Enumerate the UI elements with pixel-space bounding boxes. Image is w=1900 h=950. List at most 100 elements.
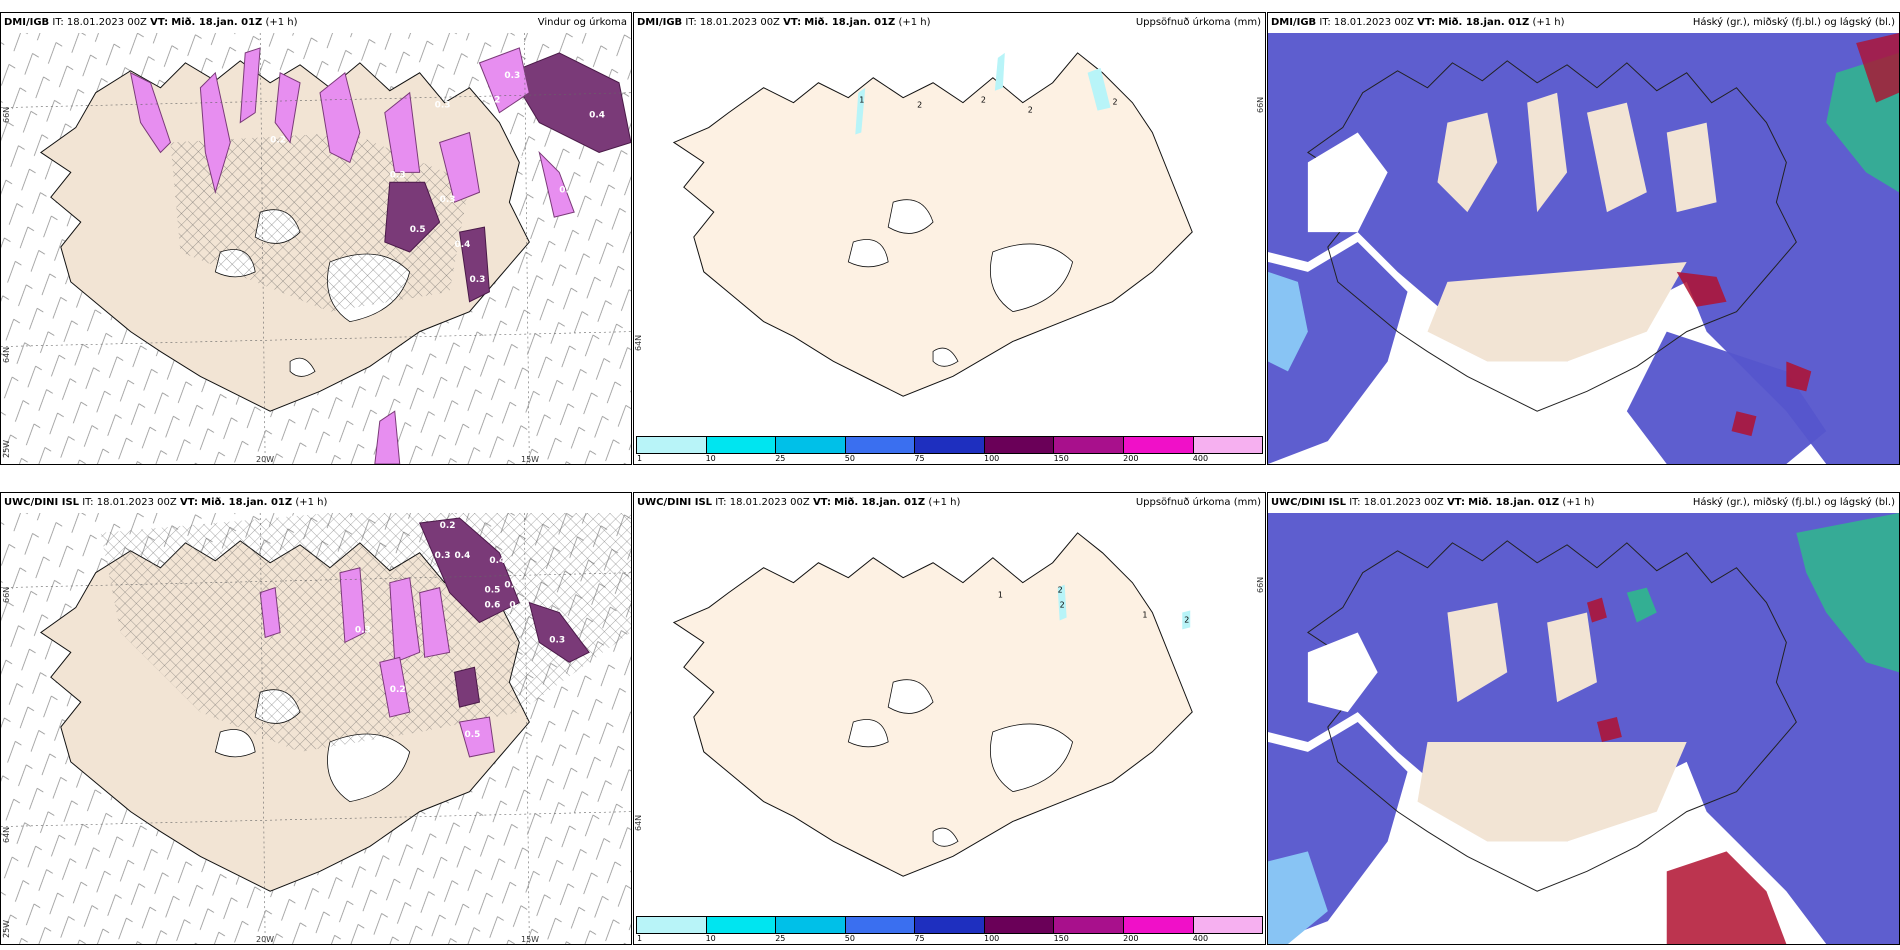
map-wind-precip: 0.3 0.4 0.2 0.3 0.2 0.3 0.2 0.3 0.5 0.3 …: [1, 33, 631, 464]
contour-label: 0.3: [470, 275, 486, 285]
colorbar-tick: 400: [1192, 454, 1209, 463]
panel-header: UWC/DINI ISL IT: 18.01.2023 00Z VT: Mið.…: [4, 497, 328, 508]
colorbar-swatch: [845, 917, 916, 933]
contour-label: 1: [998, 591, 1003, 600]
contour-label: 0.3: [390, 170, 406, 180]
colorbar-swatch: [845, 437, 916, 453]
lon-label-25: 25W: [2, 439, 11, 458]
panel-wind-precip-uwc: UWC/DINI ISL IT: 18.01.2023 00Z VT: Mið.…: [0, 492, 632, 945]
init-time: 18.01.2023 00Z: [66, 17, 147, 28]
contour-label: 0.2: [519, 150, 535, 160]
colorbar-tick: 100: [983, 934, 1000, 943]
colorbar-tick: 25: [775, 454, 786, 463]
lat-label-64: 64N: [2, 826, 11, 843]
map-area: 1 2 2 2 2 66N 64N: [634, 33, 1265, 432]
panel-title: Uppsöfnuð úrkoma (mm): [1135, 17, 1261, 28]
contour-label: 0.3: [435, 551, 451, 561]
valid-time: Mið. 18.jan. 01Z: [171, 17, 263, 28]
lat-label-66: 66N: [1256, 96, 1265, 113]
colorbar-swatch: [1123, 917, 1194, 933]
colorbar-swatch: [984, 917, 1055, 933]
lat-label-66: 66N: [1256, 576, 1265, 593]
colorbar: 1 10 25 50 75 100 150 200 400: [636, 436, 1263, 464]
colorbar-swatches: [636, 916, 1263, 934]
contour-label: 0.2: [440, 521, 456, 531]
map-area: 0.3 0.4 0.2 0.3 0.2 0.3 0.2 0.3 0.5 0.3 …: [1, 33, 631, 464]
model-name: UWC/DINI ISL: [637, 497, 713, 508]
lead-time: (+1 h): [1532, 17, 1565, 28]
colorbar-swatch: [1193, 437, 1263, 453]
contour-label: 0.3: [549, 635, 565, 645]
colorbar-tick: 25: [775, 934, 786, 943]
panel-title: Háský (gr.), miðský (fj.bl.) og lágský (…: [1692, 497, 1895, 508]
panel-header: UWC/DINI ISL IT: 18.01.2023 00Z VT: Mið.…: [634, 493, 1265, 513]
colorbar-ticks: 1 10 25 50 75 100 150 200 400: [636, 934, 1263, 944]
colorbar-tick: 100: [983, 454, 1000, 463]
colorbar-tick: 200: [1123, 934, 1139, 943]
lat-label-64: 64N: [2, 346, 11, 363]
colorbar-tick: 50: [844, 454, 855, 463]
lat-label-64: 64N: [634, 814, 643, 831]
colorbar-swatch: [776, 917, 846, 933]
init-time: 18.01.2023 00Z: [96, 497, 177, 508]
panel-clouds-dmi: DMI/IGB IT: 18.01.2023 00Z VT: Mið. 18.j…: [1267, 12, 1900, 465]
contour-label: 0.4: [489, 556, 505, 566]
panel-wind-precip-dmi: DMI/IGB IT: 18.01.2023 00Z VT: Mið. 18.j…: [0, 12, 632, 465]
map-area: 1 2 2 1 2 66N 64N: [634, 513, 1265, 912]
colorbar-swatch: [1123, 437, 1194, 453]
panel-title: Vindur og úrkoma: [537, 17, 627, 28]
lead-time: (+1 h): [295, 497, 328, 508]
colorbar-swatch: [706, 437, 777, 453]
contour-label: 0.4: [455, 240, 471, 250]
lat-label-66: 66N: [2, 106, 11, 123]
panel-header: DMI/IGB IT: 18.01.2023 00Z VT: Mið. 18.j…: [1, 13, 631, 33]
contour-label: 0.3: [504, 71, 520, 81]
contour-label: 2: [917, 101, 922, 110]
map-accum-precip: 1 2 2 2 2: [672, 52, 1193, 397]
colorbar-ticks: 1 10 25 50 75 100 150 200 400: [636, 454, 1263, 464]
colorbar-tick: 150: [1053, 454, 1069, 463]
lon-label-25: 25W: [2, 919, 11, 938]
lead-time: (+1 h): [898, 17, 931, 28]
panel-header: UWC/DINI ISL IT: 18.01.2023 00Z VT: Mið.…: [1268, 493, 1899, 513]
colorbar-swatch: [637, 917, 707, 933]
model-name: DMI/IGB: [4, 17, 50, 28]
model-name: DMI/IGB: [637, 17, 683, 28]
colorbar-swatch: [984, 437, 1055, 453]
contour-label: 0.4: [589, 111, 605, 121]
contour-label: 2: [981, 96, 986, 105]
map-area: [1268, 513, 1899, 944]
lon-label-15: 15W: [521, 455, 540, 464]
colorbar-tick: 200: [1123, 454, 1139, 463]
colorbar-tick: 400: [1192, 934, 1209, 943]
contour-label: 2: [1028, 106, 1033, 115]
lat-label-64: 64N: [634, 334, 643, 351]
colorbar-tick: 10: [705, 934, 716, 943]
panel-title: Uppsöfnuð úrkoma (mm): [1135, 497, 1261, 508]
colorbar-swatch: [637, 437, 707, 453]
contour-label: 0.3: [440, 195, 456, 205]
colorbar-swatch: [915, 917, 985, 933]
contour-label: 0.3: [559, 185, 575, 195]
map-clouds: [1268, 33, 1899, 464]
model-name: DMI/IGB: [1271, 17, 1317, 28]
panel-header: DMI/IGB IT: 18.01.2023 00Z VT: Mið. 18.j…: [1268, 13, 1899, 33]
panel-clouds-uwc: UWC/DINI ISL IT: 18.01.2023 00Z VT: Mið.…: [1267, 492, 1900, 945]
lon-label-20: 20W: [256, 455, 275, 464]
colorbar-tick: 1: [637, 934, 643, 943]
contour-label: 1: [1142, 610, 1147, 619]
lead-time: (+1 h): [928, 497, 961, 508]
colorbar-tick: 75: [914, 454, 925, 463]
init-time: 18.01.2023 00Z: [1333, 17, 1414, 28]
colorbar-tick: 150: [1053, 934, 1069, 943]
init-time: 18.01.2023 00Z: [699, 17, 780, 28]
valid-time: Mið. 18.jan. 01Z: [804, 17, 896, 28]
colorbar: 1 10 25 50 75 100 150 200 400: [636, 916, 1263, 944]
valid-time: Mið. 18.jan. 01Z: [834, 497, 926, 508]
contour-label: 0.3: [435, 101, 451, 111]
colorbar-tick: 10: [705, 454, 716, 463]
colorbar-swatches: [636, 436, 1263, 454]
contour-label: 0.5: [410, 225, 426, 235]
valid-time: Mið. 18.jan. 01Z: [201, 497, 293, 508]
contour-label: 0.5: [484, 586, 500, 596]
